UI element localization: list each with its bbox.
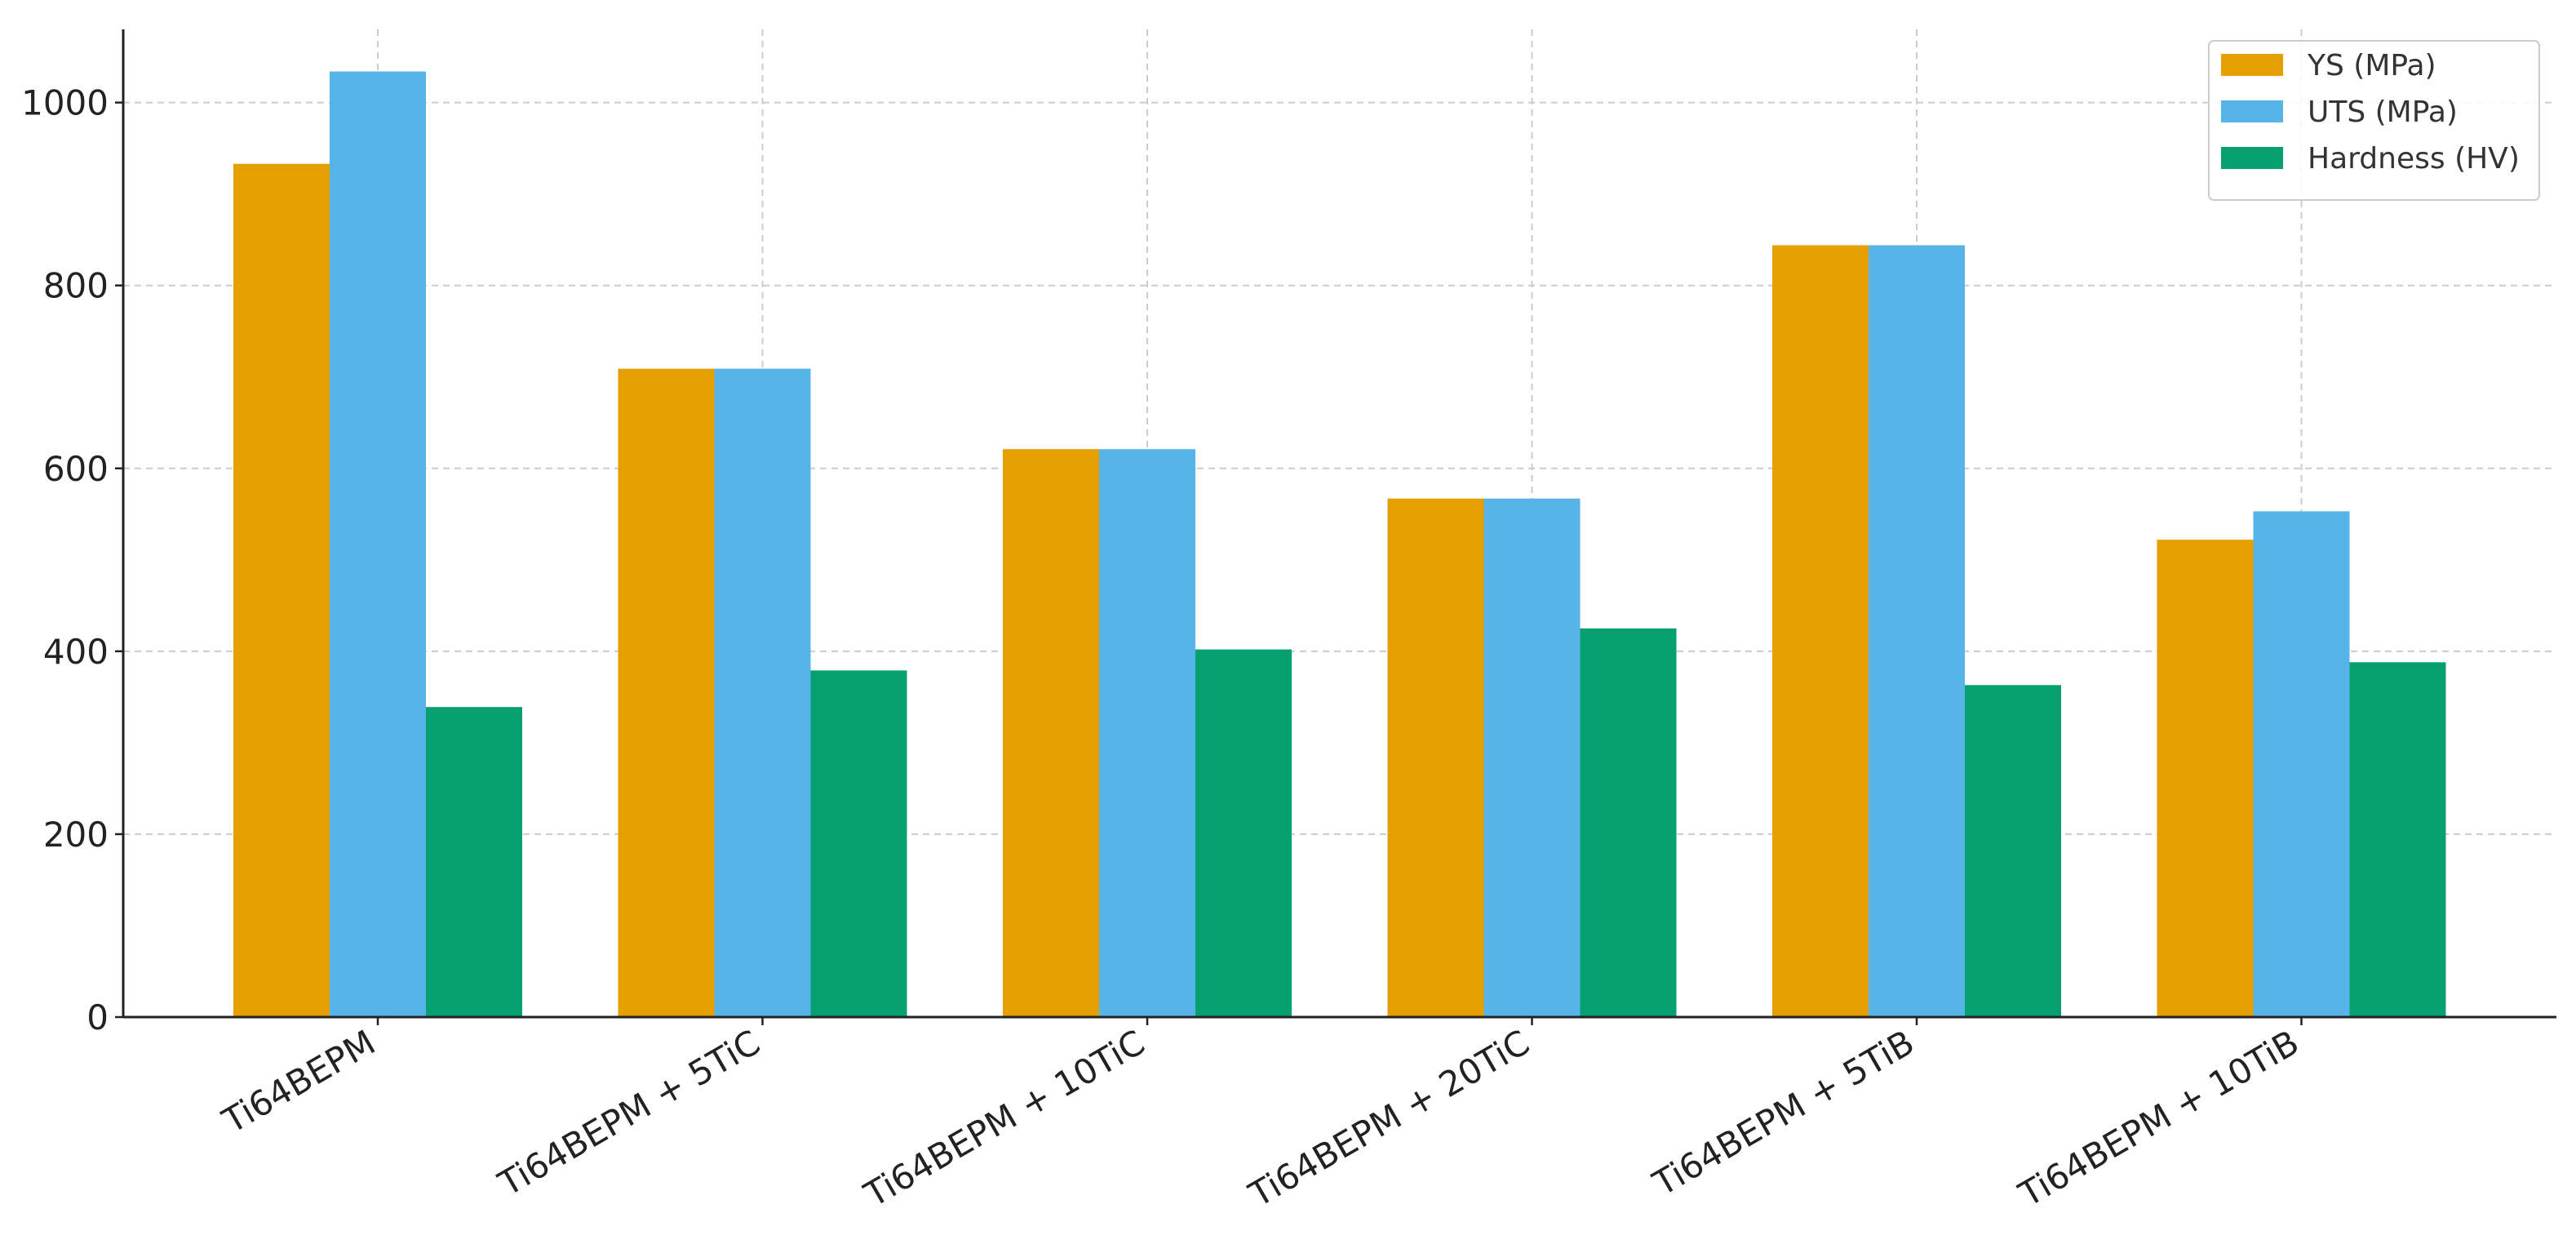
x-tick-label: Ti64BEPM + 10TiB (2011, 1022, 2305, 1215)
bar (1772, 245, 1869, 1017)
bar (1580, 628, 1677, 1017)
legend-label: Hardness (HV) (2308, 142, 2520, 175)
y-tick-label: 600 (43, 449, 109, 489)
bar (1387, 498, 1484, 1017)
bar (1483, 498, 1581, 1017)
x-tick-label: Ti64BEPM + 20TiC (1242, 1022, 1536, 1215)
x-tick-label: Ti64BEPM + 5TiB (1646, 1022, 1921, 1204)
y-tick-label: 0 (86, 997, 109, 1037)
y-tick-label: 800 (43, 266, 109, 306)
legend-swatch (2221, 54, 2283, 76)
x-tick-label: Ti64BEPM + 5TiC (491, 1022, 766, 1204)
legend-label: YS (MPa) (2307, 49, 2436, 82)
legend-swatch (2221, 100, 2283, 122)
y-tick-label: 400 (43, 632, 109, 672)
bar (2157, 540, 2254, 1017)
bar (810, 670, 907, 1017)
bar (618, 368, 715, 1017)
bar (1869, 245, 1965, 1017)
x-tick-label: Ti64BEPM (215, 1022, 382, 1141)
x-tick-label: Ti64BEPM + 10TiC (857, 1022, 1151, 1215)
y-tick-label: 1000 (21, 83, 109, 123)
bar (1195, 649, 1292, 1017)
bar (330, 71, 426, 1018)
bar (2253, 511, 2350, 1017)
legend: YS (MPa) UTS (MPa) Hardness (HV) (2208, 40, 2540, 201)
bars (233, 71, 2446, 1018)
legend-swatch (2221, 147, 2283, 169)
bar (233, 163, 330, 1017)
bar (1003, 449, 1099, 1017)
y-tick-label: 200 (43, 815, 109, 855)
legend-box (2208, 40, 2540, 201)
bar (2349, 662, 2446, 1017)
legend-label: UTS (MPa) (2308, 96, 2458, 129)
bar (1099, 449, 1195, 1017)
bar (714, 368, 811, 1017)
bar (1965, 685, 2061, 1017)
bar (426, 707, 522, 1017)
